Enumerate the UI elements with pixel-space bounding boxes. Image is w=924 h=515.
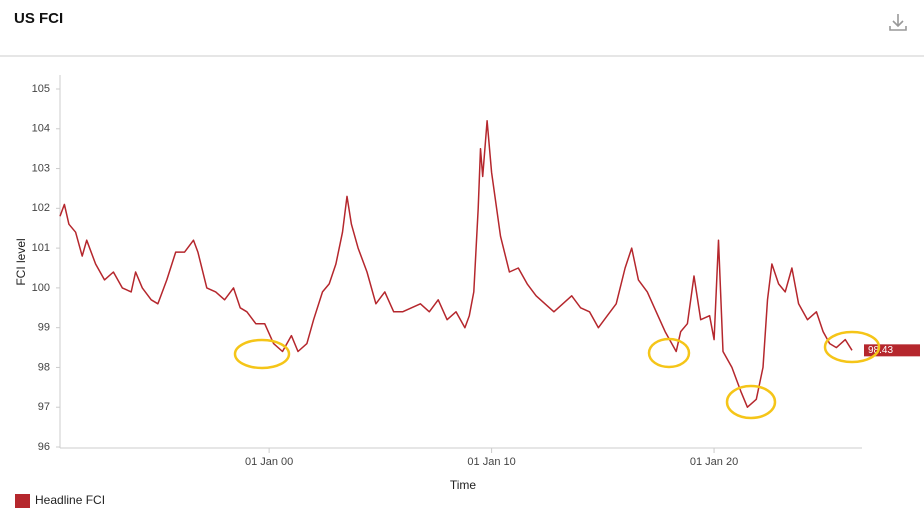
x-tick-label: 01 Jan 00 bbox=[245, 456, 293, 468]
highlight-circle bbox=[647, 337, 691, 369]
highlight-circle bbox=[725, 384, 777, 420]
x-axis-title: Time bbox=[450, 478, 477, 492]
y-tick-label: 104 bbox=[32, 123, 50, 135]
last-value-label: 98.43 bbox=[868, 345, 893, 356]
legend-swatch bbox=[15, 494, 30, 508]
highlight-circle bbox=[233, 338, 291, 370]
y-axis-title: FCI level bbox=[14, 238, 28, 285]
legend-label: Headline FCI bbox=[35, 493, 105, 507]
x-tick-label: 01 Jan 20 bbox=[690, 456, 738, 468]
y-tick-label: 100 bbox=[32, 282, 50, 294]
download-button[interactable] bbox=[889, 14, 907, 31]
y-tick-label: 101 bbox=[32, 242, 50, 254]
highlights bbox=[233, 330, 881, 420]
y-tick-label: 105 bbox=[32, 83, 50, 95]
y-tick-label: 102 bbox=[32, 202, 50, 214]
y-tick-label: 99 bbox=[38, 322, 50, 334]
y-tick-label: 103 bbox=[32, 162, 50, 174]
chart-title: US FCI bbox=[14, 10, 63, 27]
plot: 96 97 98 99 100 101 102 103 104 105 01 Jan 00 01 Ja… bbox=[32, 83, 920, 468]
download-icon[interactable] bbox=[889, 14, 907, 31]
x-tick-label: 01 Jan 10 bbox=[467, 456, 515, 468]
y-tick-label: 97 bbox=[38, 401, 50, 413]
series-line bbox=[59, 120, 853, 408]
y-tick-label: 98 bbox=[38, 361, 50, 373]
y-tick-label: 96 bbox=[38, 441, 50, 453]
highlight-circle bbox=[823, 330, 881, 364]
